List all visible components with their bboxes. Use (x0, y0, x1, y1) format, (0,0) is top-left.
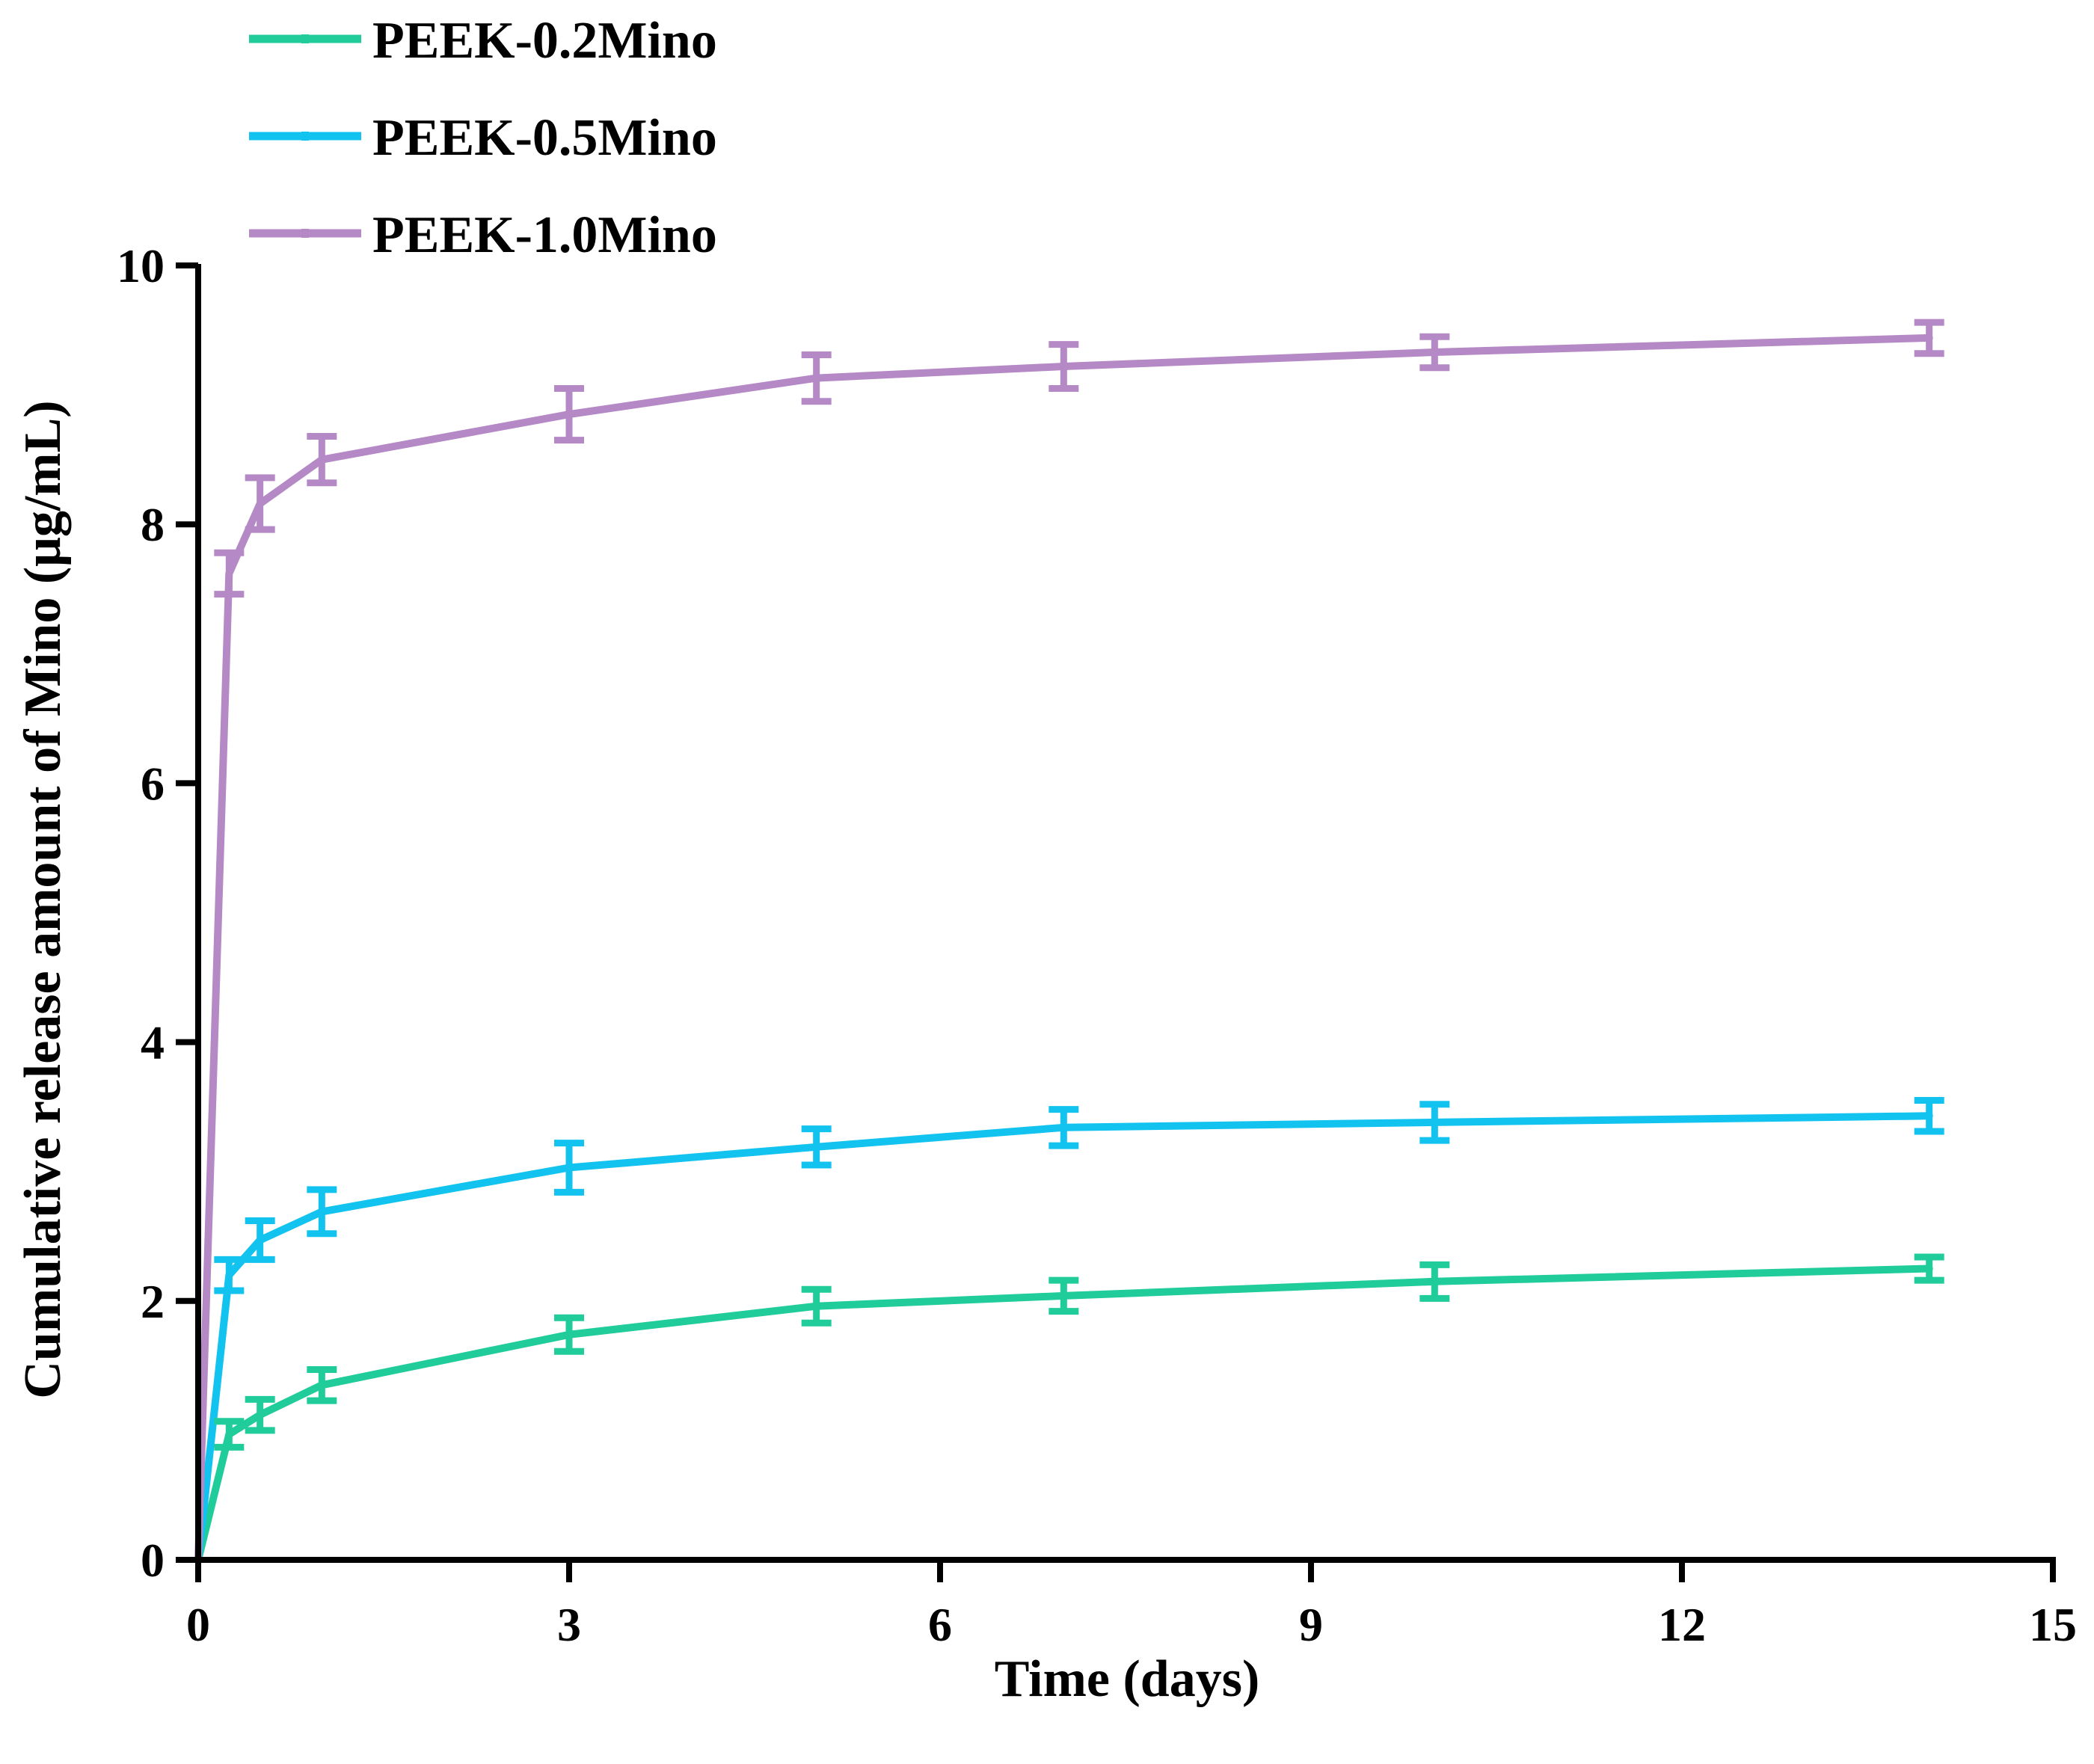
x-tick-label: 0 (186, 1598, 210, 1651)
error-bar (214, 549, 245, 598)
error-bar (245, 474, 275, 533)
error-bar (1419, 1101, 1450, 1144)
legend-label: PEEK-0.2Mino (372, 12, 717, 70)
error-bar (554, 1314, 584, 1355)
x-tick-label: 12 (1658, 1598, 1706, 1651)
error-bar (307, 1366, 337, 1404)
series-lines-group (194, 334, 1933, 1564)
error-bar (1914, 319, 1944, 357)
error-bar (307, 1186, 337, 1238)
error-bar (1048, 341, 1079, 392)
legend-item-1: PEEK-0.2Mino (249, 12, 717, 70)
legend-label: PEEK-1.0Mino (372, 206, 717, 264)
error-bar (245, 1217, 275, 1263)
error-bar (1914, 1253, 1944, 1284)
legend-group: PEEK-0.2Mino PEEK-0.5Mino PEEK-1.0Mino (249, 12, 717, 264)
y-tick-label: 0 (141, 1534, 165, 1587)
y-tick-label: 4 (141, 1016, 165, 1069)
x-tick-label: 9 (1299, 1598, 1323, 1651)
y-axis-title: Cumulative release amount of Mino (μg/mL… (14, 400, 72, 1398)
error-bar (214, 1418, 245, 1451)
error-bar (1419, 333, 1450, 372)
error-bar (1419, 1261, 1450, 1302)
error-bar (801, 1285, 832, 1327)
error-bar (1048, 1106, 1079, 1149)
error-bar (214, 1256, 245, 1294)
error-bar (554, 384, 584, 444)
error-bar (1048, 1276, 1079, 1315)
series-line-2 (194, 1112, 1933, 1564)
error-bar (801, 351, 832, 405)
legend-item-2: PEEK-0.5Mino (249, 109, 717, 167)
error-bars-group (214, 319, 1944, 1451)
error-bar (245, 1395, 275, 1434)
series-line-3 (194, 334, 1933, 1564)
error-bar (554, 1140, 584, 1196)
y-tick-label: 10 (117, 239, 165, 292)
legend-label: PEEK-0.5Mino (372, 109, 717, 167)
axes-group: 0 3 6 9 12 15 0 2 4 6 8 10 (117, 239, 2077, 1651)
x-axis-title: Time (days) (995, 1650, 1260, 1708)
error-bar (801, 1125, 832, 1169)
error-bar (307, 432, 337, 487)
y-tick-label: 6 (141, 757, 165, 810)
x-tick-label: 3 (557, 1598, 581, 1651)
y-tick-label: 8 (141, 498, 165, 551)
error-bar (1914, 1096, 1944, 1135)
legend-item-3: PEEK-1.0Mino (249, 206, 717, 264)
y-tick-label: 2 (141, 1275, 165, 1328)
x-tick-label: 6 (928, 1598, 952, 1651)
x-tick-label: 15 (2029, 1598, 2077, 1651)
